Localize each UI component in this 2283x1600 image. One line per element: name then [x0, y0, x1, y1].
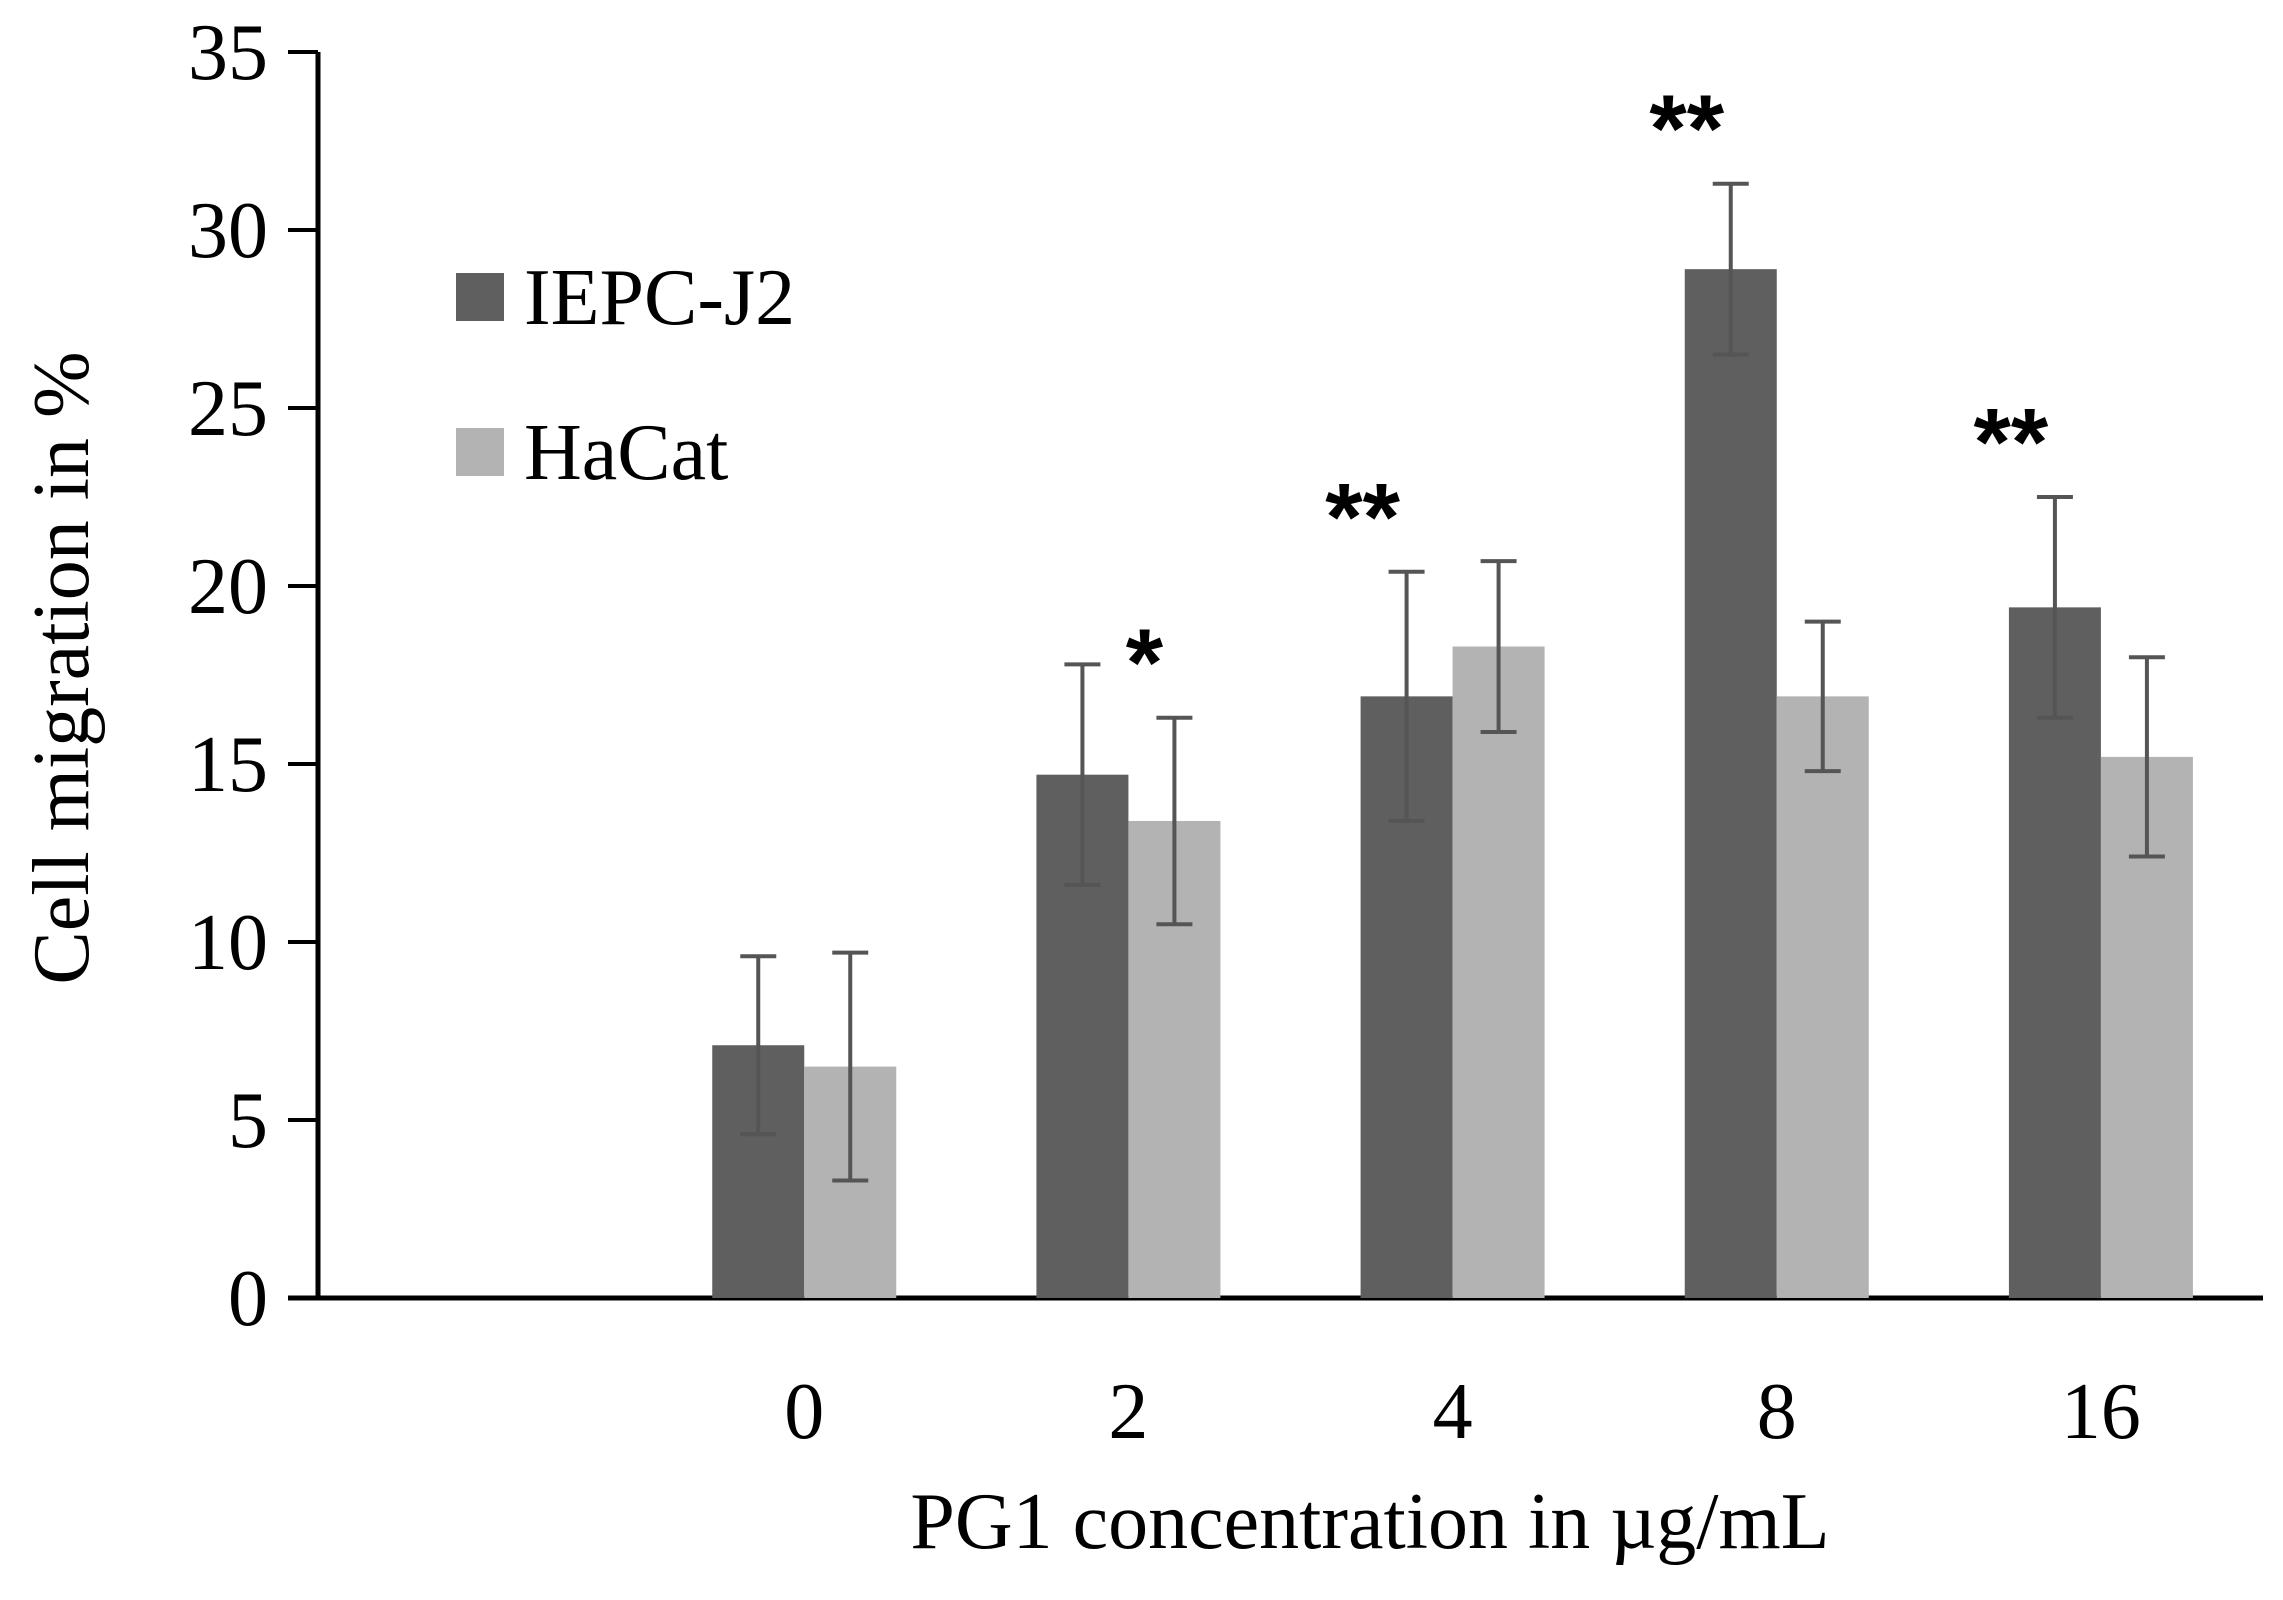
y-tick-label: 15	[188, 721, 268, 809]
x-tick-label: 4	[1433, 1368, 1473, 1456]
y-axis: 0 5 10 15 20 25 30 35	[188, 9, 321, 1343]
y-tick-label: 20	[188, 543, 268, 631]
y-tick-label: 0	[228, 1255, 268, 1343]
y-tick-label: 30	[188, 187, 268, 275]
x-axis-title: PG1 concentration in µg/mL	[910, 1478, 1829, 1566]
bar-iepc-j2-16	[2008, 607, 2101, 1298]
x-tick-label: 0	[784, 1368, 824, 1456]
y-tick-label: 5	[228, 1077, 268, 1165]
error-bars	[740, 181, 2165, 1183]
y-tick-label: 10	[188, 899, 268, 987]
bar-iepc-j2-8	[1684, 269, 1777, 1298]
significance-markers: *******	[1126, 76, 2049, 717]
significance-marker: **	[1974, 389, 2049, 496]
x-axis: 0 2 4 8 16	[288, 1295, 2263, 1456]
y-axis-title: Cell migration in %	[18, 351, 106, 984]
x-tick-label: 2	[1108, 1368, 1148, 1456]
bar-hacat-8	[1776, 696, 1869, 1298]
legend-swatch-iepc-j2	[456, 273, 504, 321]
legend-label-hacat: HaCat	[524, 409, 728, 497]
legend: IEPC-J2 HaCat	[456, 254, 795, 497]
bar-hacat-4	[1452, 646, 1545, 1298]
x-tick-label: 8	[1757, 1368, 1797, 1456]
bars	[712, 269, 2193, 1298]
x-tick-label: 16	[2061, 1368, 2141, 1456]
significance-marker: **	[1649, 76, 1724, 183]
y-tick-label: 25	[188, 365, 268, 453]
significance-marker: *	[1126, 610, 1164, 717]
legend-swatch-hacat	[456, 428, 504, 476]
significance-marker: **	[1325, 464, 1400, 571]
y-tick-label: 35	[188, 9, 268, 97]
legend-label-iepc-j2: IEPC-J2	[524, 254, 795, 342]
